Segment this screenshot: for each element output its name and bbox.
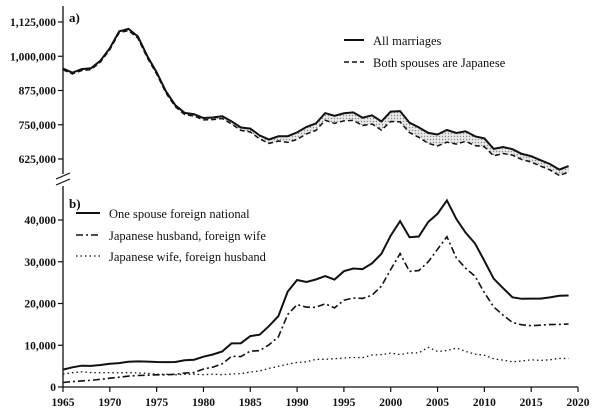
legend-label: Japanese wife, foreign husband	[109, 250, 267, 264]
panel-a: a) 625,000 750,000 875,000 1,000,000 1,125,0…	[10, 10, 569, 177]
x-tick-label: 1990	[286, 397, 309, 409]
series-line-japanese-wife-foreign-husband	[62, 346, 569, 376]
y-tick-label: 20,000	[24, 299, 56, 311]
x-tick-label: 1980	[192, 397, 215, 409]
legend-label: One spouse foreign national	[109, 207, 250, 221]
legend-label: All marriages	[373, 34, 442, 48]
difference-shading	[63, 28, 569, 176]
x-tick-label: 2020	[567, 397, 590, 409]
x-tick-label: 1995	[332, 397, 355, 409]
legend-a: All marriages Both spouses are Japanese	[344, 34, 506, 70]
x-tick-label: 1975	[145, 397, 168, 409]
y-tick-label: 1,125,000	[10, 17, 56, 29]
x-tick-label: 2010	[473, 397, 496, 409]
legend-label: Japanese husband, foreign wife	[109, 229, 266, 243]
x-axis-ticks: 1965 1970 1975 1980 1985 1990 1995 2000 2005 2010…	[52, 387, 590, 409]
legend-label: Both spouses are Japanese	[373, 56, 506, 70]
y-tick-label: 0	[50, 382, 56, 394]
axis-break-mark	[55, 172, 71, 186]
panel-label-a: a)	[69, 10, 80, 25]
y-tick-label: 875,000	[19, 86, 57, 98]
x-tick-label: 2005	[426, 397, 449, 409]
y-tick-label: 750,000	[19, 120, 57, 132]
y-tick-label: 30,000	[24, 257, 56, 269]
y-tick-label: 1,000,000	[10, 51, 56, 63]
series-line-both-japanese	[62, 29, 569, 177]
panel-b: b) 0 10,000 20,000 30,000 40,000 One spouse …	[24, 196, 569, 394]
y-tick-label: 10,000	[24, 340, 56, 352]
x-tick-label: 1965	[52, 397, 75, 409]
series-line-all-marriages	[62, 27, 569, 171]
x-tick-label: 1985	[239, 397, 262, 409]
y-tick-label: 625,000	[19, 154, 57, 166]
panel-label-b: b)	[69, 196, 81, 211]
legend-b: One spouse foreign national Japanese hus…	[76, 207, 267, 264]
series-line-japanese-husband-foreign-wife	[62, 235, 569, 384]
x-tick-label: 1970	[98, 397, 121, 409]
series-line-one-spouse-foreign	[62, 198, 569, 371]
x-tick-label: 2000	[379, 397, 402, 409]
x-tick-label: 2015	[520, 397, 543, 409]
y-tick-label: 40,000	[24, 215, 56, 227]
